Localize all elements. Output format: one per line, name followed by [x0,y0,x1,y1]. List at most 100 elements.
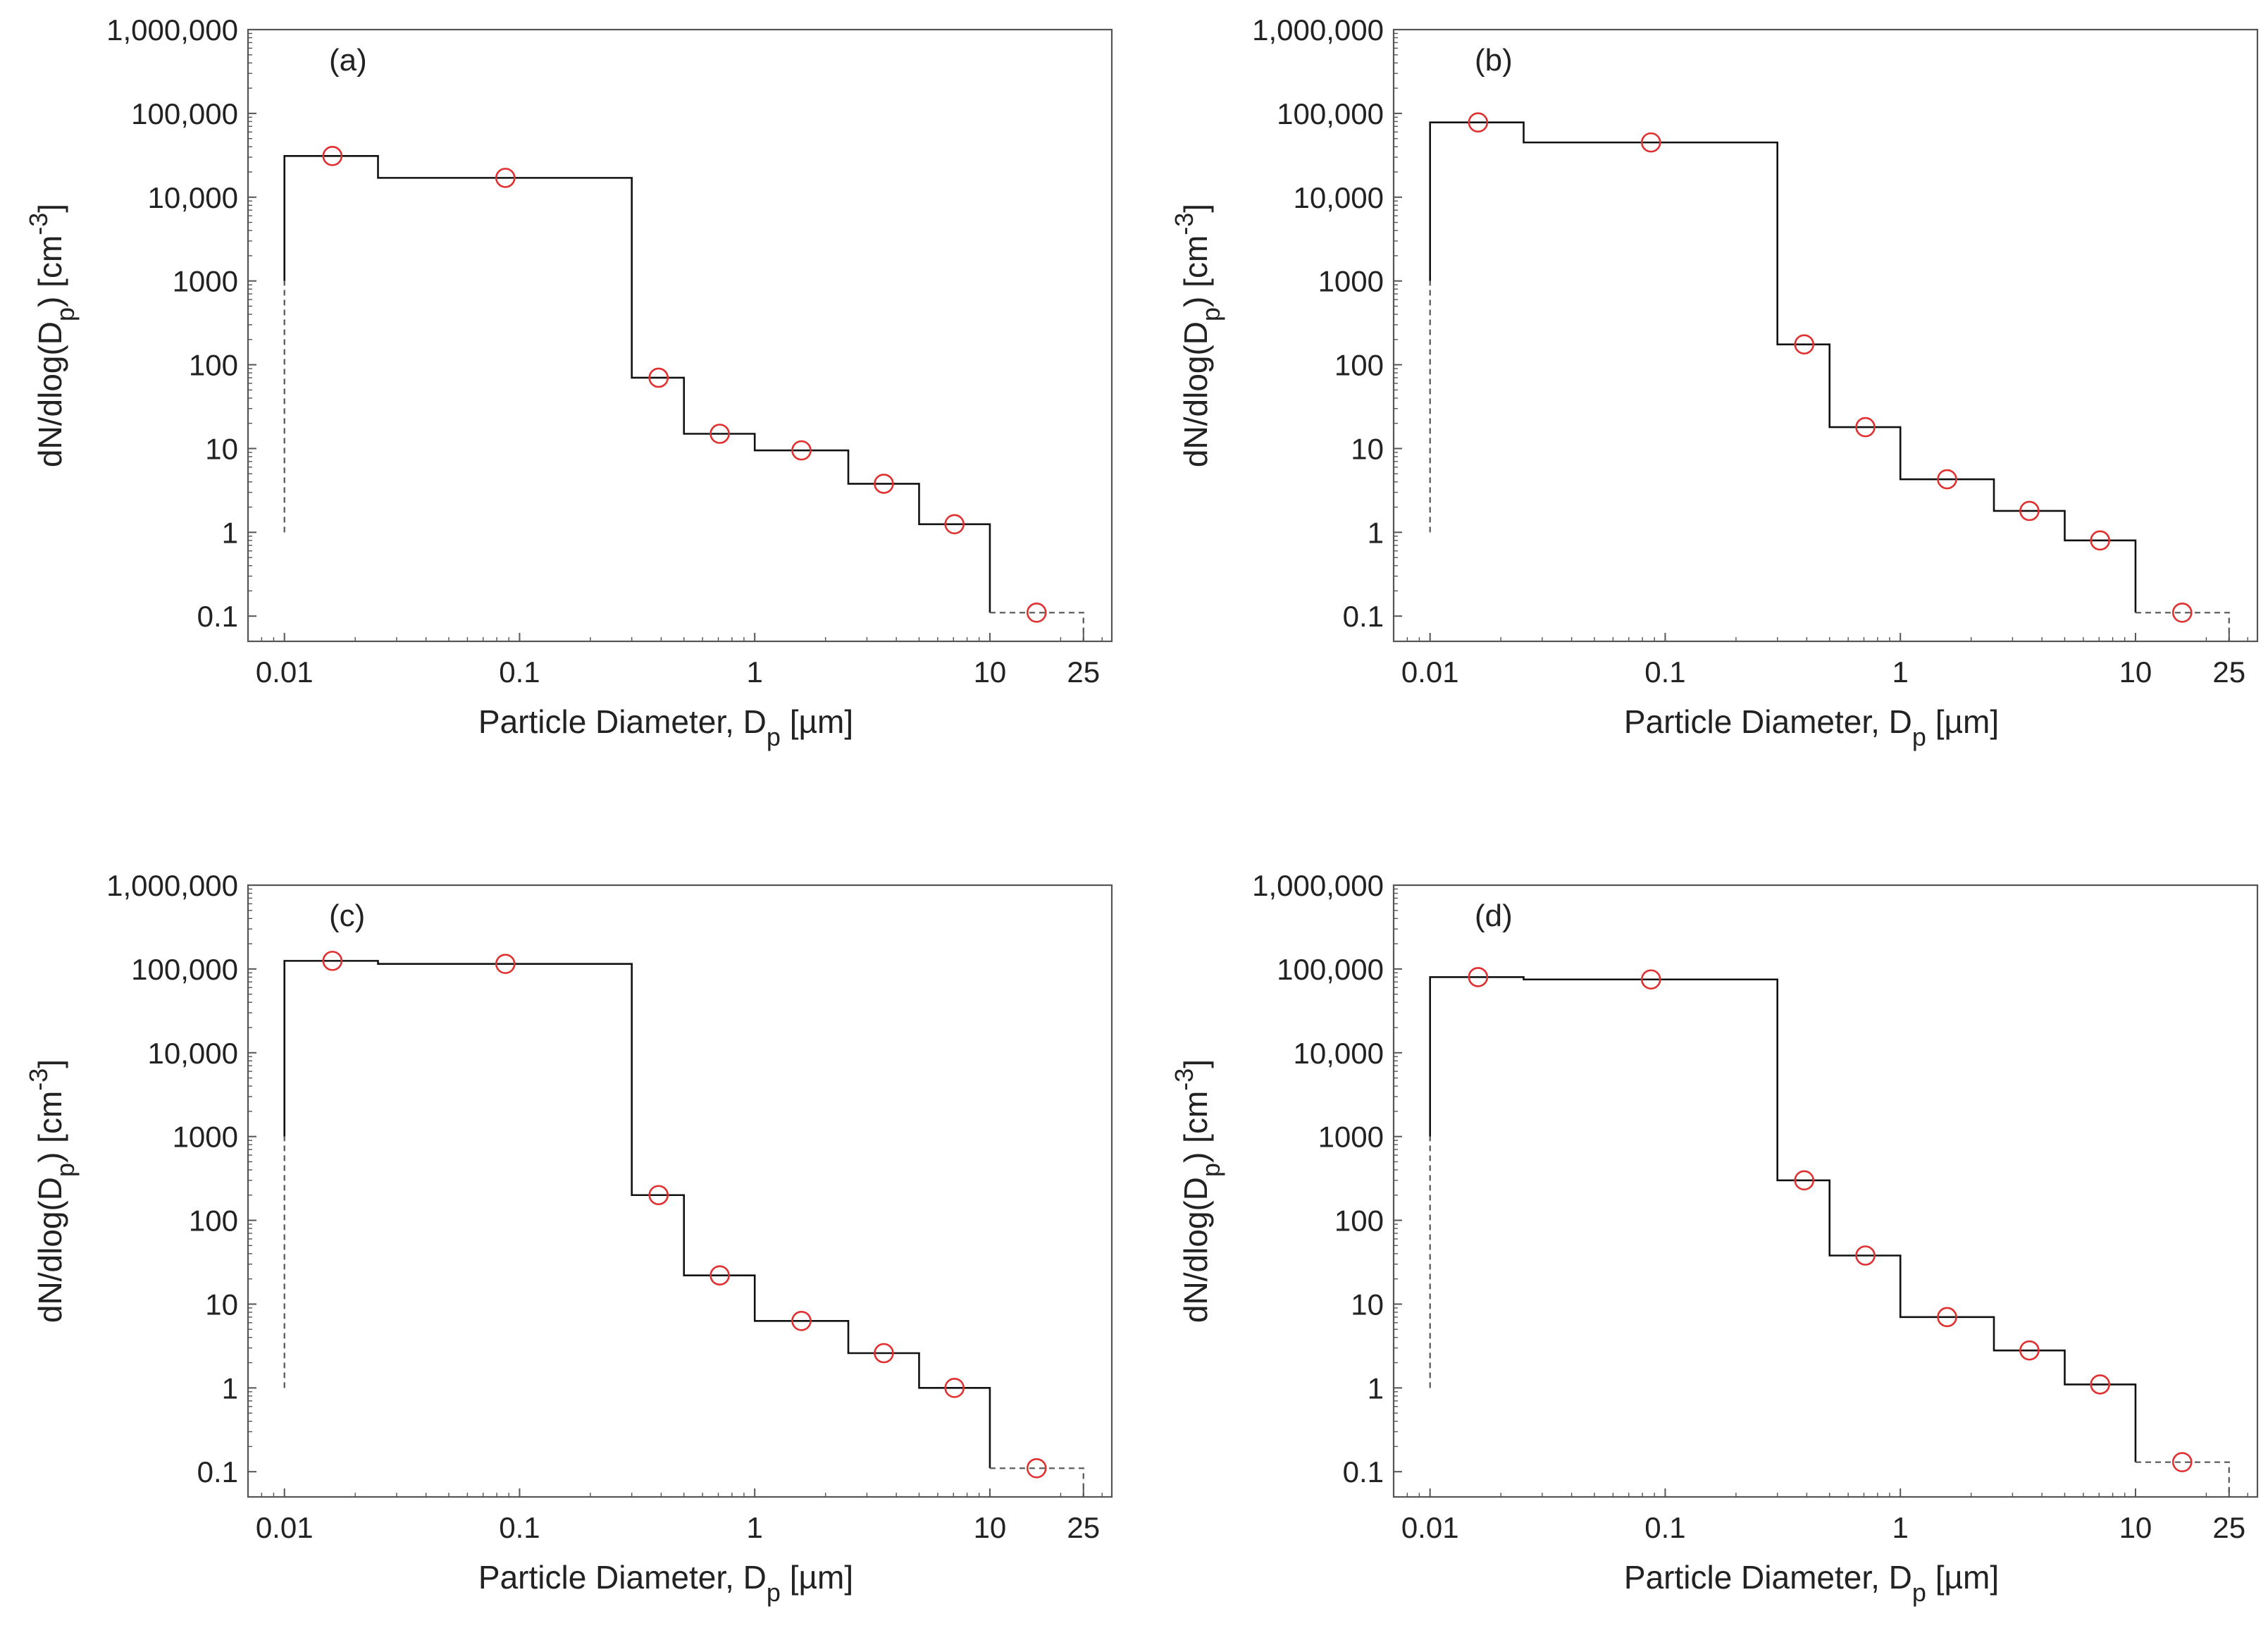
step-histogram-line [283,960,991,1469]
step-histogram-line [1429,121,2137,613]
y-axis-label-sub: p [51,307,80,321]
y-axis-label-end: ] [1177,1059,1214,1068]
panel-b: 0.1 1 10 100 1000 10,000 100,000 1,000,000 0.01 0… [1170,13,2259,751]
data-marker [2171,602,2193,623]
y-tick-label: 10 [205,432,238,465]
y-tick-label: 1,000,000 [1252,13,1384,47]
y-tick-label: 10,000 [1294,181,1384,214]
data-marker [495,954,516,974]
x-tick-label: 25 [2212,655,2245,689]
y-axis-label-main: dN/dlog(D [1177,1177,1214,1323]
y-tick-label: 10,000 [148,1037,238,1070]
y-tick-label: 10 [1351,432,1384,465]
y-axis-label: dN/dlog(Dp) [cm-3] [24,1059,80,1323]
y-tick-label: 1 [1368,516,1384,549]
data-marker [495,168,516,188]
y-axis-label-rest: ) [cm [32,1091,68,1163]
plot-frame [1392,28,2259,643]
data-marker [1855,1245,1876,1266]
data-marker [791,1310,812,1331]
y-axis-label-sub: p [1196,307,1225,321]
x-tick-label: 1 [747,655,763,689]
data-marker [709,424,730,444]
panel-label: (a) [329,43,367,78]
y-tick-label: 1000 [1318,265,1384,298]
x-tick-label: 10 [974,1511,1007,1544]
y-tick-label: 10,000 [1294,1037,1384,1070]
y-tick-label: 10 [205,1288,238,1321]
data-marker [2019,1340,2040,1361]
x-axis-label-main: Particle Diameter, D [1624,1559,1912,1596]
x-tick-label: 10 [2119,655,2152,689]
x-axis-label-sub: p [767,1578,781,1607]
y-tick-label: 1000 [1318,1121,1384,1154]
data-marker [322,951,343,971]
x-axis-label: Particle Diameter, Dp [µm] [1624,1559,1999,1607]
data-marker [2090,1374,2110,1395]
step-histogram-line [1429,976,2137,1462]
x-axis-label-sub: p [1912,1578,1926,1607]
y-axis-label-end: ] [1177,204,1214,213]
plot-frame [1392,884,2259,1498]
y-axis-label-sup: -3 [24,1068,53,1091]
x-tick-label: 0.01 [256,1511,314,1544]
x-axis-label-main: Particle Diameter, D [1624,703,1912,740]
y-tick-label: 1,000,000 [1252,869,1384,902]
y-tick-label: 0.1 [197,1455,238,1488]
y-tick-label: 1,000,000 [106,869,238,902]
data-marker [322,146,343,166]
x-tick-label: 0.1 [1644,1511,1685,1544]
y-axis-label-rest: ) [cm [32,235,68,307]
panel-label: (b) [1475,43,1513,78]
y-tick-label: 10 [1351,1288,1384,1321]
x-axis-label-unit: [µm] [781,1559,853,1596]
x-tick-label: 10 [2119,1511,2152,1544]
panel-c: 0.1 1 10 100 1000 10,000 100,000 1,000,000 0.01 0… [24,869,1113,1607]
x-axis-label-unit: [µm] [781,703,853,740]
step-histogram-line [283,155,991,613]
data-marker [1026,1457,1047,1479]
y-axis-label-rest: ) [cm [1177,235,1214,307]
data-marker [1855,417,1876,438]
final-bin-dashed [989,612,1084,641]
x-axis-label-main: Particle Diameter, D [478,1559,767,1596]
plot-frame [247,28,1113,643]
y-axis-label-main: dN/dlog(D [32,1177,68,1323]
x-axis-label-sub: p [767,722,781,751]
y-axis-label-sub: p [1196,1163,1225,1177]
y-tick-label: 0.1 [1343,600,1384,633]
data-marker [709,1265,730,1286]
data-marker [1468,967,1489,987]
y-tick-label: 1,000,000 [106,13,238,47]
x-tick-label: 1 [1892,1511,1909,1544]
x-tick-label: 0.1 [499,1511,540,1544]
data-marker [2171,1452,2193,1472]
y-tick-label: 100,000 [1277,97,1384,130]
data-marker [648,367,669,388]
x-axis-label: Particle Diameter, Dp [µm] [478,1559,853,1607]
data-marker [2090,530,2110,551]
data-marker [1937,469,1957,490]
y-tick-label: 100 [189,1204,238,1238]
data-marker [944,514,965,535]
data-marker [648,1185,669,1206]
y-tick-label: 1 [222,1371,238,1405]
data-marker [1937,1307,1957,1328]
y-axis-label-rest: ) [cm [1177,1091,1214,1163]
y-axis-label: dN/dlog(Dp) [cm-3] [24,204,80,467]
panel-d: 0.1 1 10 100 1000 10,000 100,000 1,000,000 0.01 0… [1170,869,2259,1607]
y-tick-label: 0.1 [1343,1455,1384,1488]
y-tick-label: 100,000 [131,953,238,986]
y-tick-label: 1000 [173,1121,238,1154]
x-tick-label: 25 [1067,1511,1100,1544]
data-marker [1640,969,1661,990]
data-marker [874,1343,894,1364]
y-axis-label-sup: -3 [1170,1068,1198,1091]
data-marker [874,474,894,494]
x-axis-label-main: Particle Diameter, D [478,703,767,740]
y-axis-label-sub: p [51,1163,80,1177]
y-axis-label-end: ] [32,1059,68,1068]
x-axis-label-unit: [µm] [1926,1559,1999,1596]
